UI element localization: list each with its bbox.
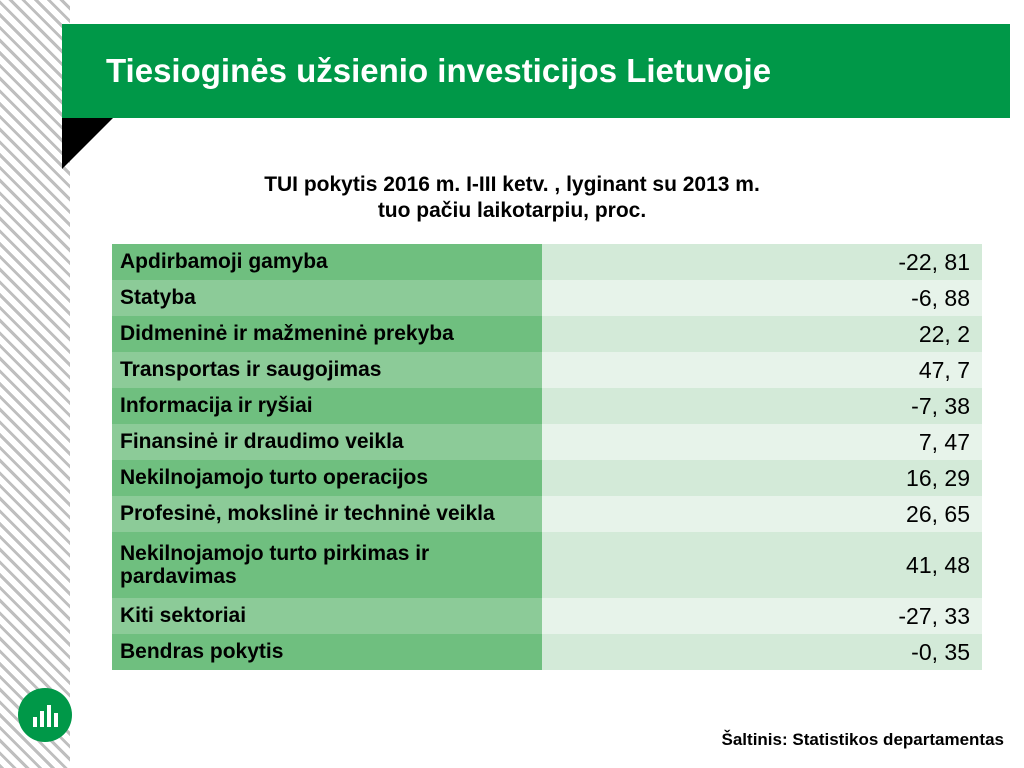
row-value: 26, 65 [542, 496, 982, 532]
row-value: -0, 35 [542, 634, 982, 670]
subtitle-line-1: TUI pokytis 2016 m. I-III ketv. , lygina… [264, 173, 760, 196]
row-label: Transportas ir saugojimas [112, 352, 542, 388]
title-bar: Tiesioginės užsienio investicijos Lietuv… [62, 24, 1010, 118]
lpk-logo [18, 688, 72, 742]
table-row: Bendras pokytis-0, 35 [112, 634, 982, 670]
row-value: 7, 47 [542, 424, 982, 460]
table-row: Transportas ir saugojimas47, 7 [112, 352, 982, 388]
table-row: Statyba-6, 88 [112, 280, 982, 316]
row-label: Statyba [112, 280, 542, 316]
row-value: 47, 7 [542, 352, 982, 388]
row-value: 41, 48 [542, 532, 982, 598]
data-table: Apdirbamoji gamyba-22, 81Statyba-6, 88Di… [112, 244, 982, 670]
row-value: -6, 88 [542, 280, 982, 316]
table-row: Kiti sektoriai-27, 33 [112, 598, 982, 634]
subtitle-line-2: tuo pačiu laikotarpiu, proc. [378, 199, 646, 222]
row-label: Nekilnojamojo turto pirkimas ir pardavim… [112, 532, 542, 598]
table-row: Nekilnojamojo turto operacijos16, 29 [112, 460, 982, 496]
row-label: Didmeninė ir mažmeninė prekyba [112, 316, 542, 352]
table-row: Finansinė ir draudimo veikla7, 47 [112, 424, 982, 460]
subtitle: TUI pokytis 2016 m. I-III ketv. , lygina… [0, 172, 1024, 225]
row-value: -7, 38 [542, 388, 982, 424]
row-label: Profesinė, mokslinė ir techninė veikla [112, 496, 542, 532]
hatch-decoration [0, 0, 70, 768]
row-label: Kiti sektoriai [112, 598, 542, 634]
table-row: Didmeninė ir mažmeninė prekyba22, 2 [112, 316, 982, 352]
row-value: 16, 29 [542, 460, 982, 496]
row-label: Nekilnojamojo turto operacijos [112, 460, 542, 496]
row-value: -22, 81 [542, 244, 982, 280]
page-title: Tiesioginės užsienio investicijos Lietuv… [106, 52, 771, 90]
row-label: Finansinė ir draudimo veikla [112, 424, 542, 460]
table-row: Nekilnojamojo turto pirkimas ir pardavim… [112, 532, 982, 598]
table-row: Informacija ir ryšiai-7, 38 [112, 388, 982, 424]
row-label: Bendras pokytis [112, 634, 542, 670]
row-label: Apdirbamoji gamyba [112, 244, 542, 280]
row-label: Informacija ir ryšiai [112, 388, 542, 424]
table-row: Apdirbamoji gamyba-22, 81 [112, 244, 982, 280]
source-citation: Šaltinis: Statistikos departamentas [722, 730, 1004, 750]
row-value: -27, 33 [542, 598, 982, 634]
row-value: 22, 2 [542, 316, 982, 352]
table-row: Profesinė, mokslinė ir techninė veikla26… [112, 496, 982, 532]
